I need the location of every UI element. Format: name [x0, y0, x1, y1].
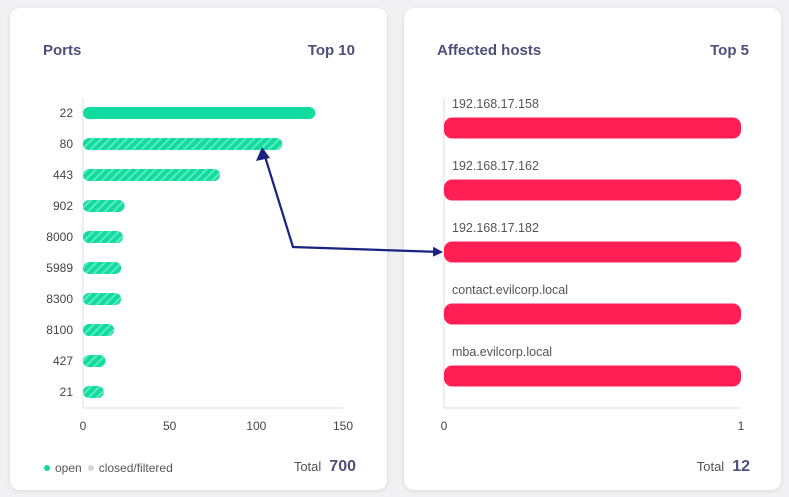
port-bar[interactable] [83, 262, 122, 274]
port-bar[interactable] [83, 107, 316, 119]
ports-title: Ports [43, 42, 82, 59]
ports-bar-chart: 22 80 443 902 8000 5989 8300 8100 427 21 0 50 100 150 [46, 98, 353, 433]
hosts-x-tick: 0 [441, 419, 448, 433]
hosts-bar-chart: 192.168.17.158 192.168.17.162 192.168.17.1… [441, 97, 745, 433]
port-label: 8100 [46, 323, 73, 337]
hosts-card: Affected hosts Top 5 192.168.17.158 192.1… [404, 8, 781, 490]
hosts-title: Affected hosts [437, 42, 542, 59]
port-bar[interactable] [83, 324, 115, 336]
port-label: 902 [53, 199, 73, 213]
hosts-x-tick: 1 [738, 419, 745, 433]
ports-top-selector[interactable]: Top 10 [307, 42, 355, 59]
host-bar[interactable] [444, 241, 741, 263]
port-bar[interactable] [83, 231, 123, 243]
host-bar[interactable] [444, 303, 741, 325]
hosts-total-value: 12 [732, 458, 750, 475]
ports-x-tick: 150 [333, 419, 353, 433]
ports-card: Ports Top 10 22 80 443 902 8000 5989 8300 8100 4… [10, 8, 387, 490]
port-bar[interactable] [83, 169, 220, 181]
ports-total: Total 700 [294, 458, 356, 476]
port-bar[interactable] [83, 293, 122, 305]
port-bar[interactable] [83, 138, 283, 150]
closed-legend-label[interactable]: closed/filtered [98, 461, 173, 475]
port-label: 8000 [46, 230, 73, 244]
host-label: contact.evilcorp.local [452, 283, 568, 297]
hosts-total-label: Total [696, 459, 725, 474]
host-bar[interactable] [444, 365, 741, 387]
ports-x-tick: 100 [246, 419, 266, 433]
port-label: 8300 [46, 292, 73, 306]
host-label: 192.168.17.158 [452, 97, 539, 111]
port-bar[interactable] [83, 386, 104, 398]
port-label: 427 [53, 354, 73, 368]
port-bar[interactable] [83, 355, 106, 367]
open-legend-dot [44, 465, 50, 471]
host-label: 192.168.17.162 [452, 159, 539, 173]
port-label: 21 [60, 385, 74, 399]
closed-legend-dot [87, 465, 94, 471]
hosts-total: Total 12 [697, 458, 750, 476]
ports-total-value: 700 [329, 458, 356, 475]
port-label: 22 [60, 106, 74, 120]
ports-x-tick: 0 [80, 419, 87, 433]
port-label: 443 [53, 168, 73, 182]
hosts-top-selector[interactable]: Top 5 [710, 42, 749, 59]
host-bar[interactable] [444, 117, 741, 139]
host-label: 192.168.17.182 [452, 221, 539, 235]
host-label: mba.evilcorp.local [452, 345, 552, 359]
ports-legend: open closed/filtered [44, 461, 179, 475]
port-bar[interactable] [83, 200, 125, 212]
ports-total-label: Total [293, 459, 322, 474]
ports-x-tick: 50 [163, 419, 177, 433]
host-bar[interactable] [444, 179, 741, 201]
port-label: 5989 [46, 261, 73, 275]
open-legend-label[interactable]: open [55, 461, 82, 475]
port-label: 80 [60, 137, 74, 151]
